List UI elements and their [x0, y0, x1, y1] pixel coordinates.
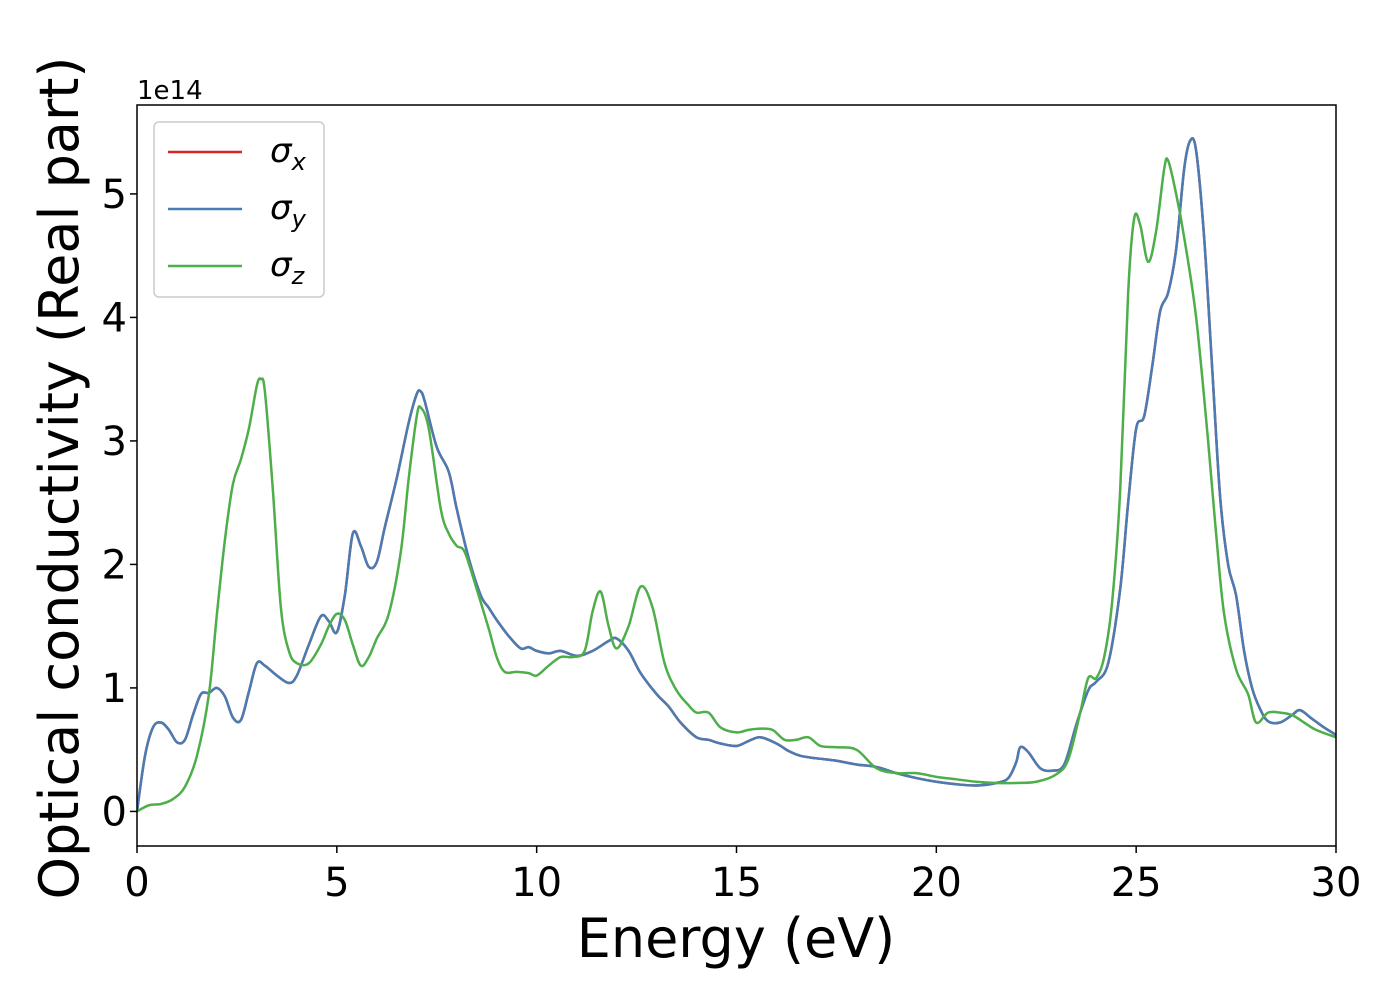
x-tick-label: 5: [324, 860, 349, 906]
series-line-sigma-z: [137, 157, 1336, 813]
x-tick-label: 0: [124, 860, 149, 906]
y-offset-label: 1e14: [137, 76, 203, 106]
x-axis-title: Energy (eV): [577, 907, 896, 970]
y-axis-title: Optical conductivity (Real part): [28, 57, 91, 900]
legend-label-sigma-x: σx: [270, 131, 307, 176]
x-tick-label: 20: [911, 860, 962, 906]
y-tick-label: 1: [102, 666, 127, 712]
legend-label-sigma-y: σy: [270, 188, 307, 233]
x-tick-label: 10: [511, 860, 562, 906]
series-lines: [137, 137, 1336, 813]
y-tick-label: 2: [102, 542, 127, 588]
x-tick-label: 25: [1111, 860, 1162, 906]
y-tick-label: 0: [102, 789, 127, 835]
y-tick-label: 3: [102, 419, 127, 465]
y-tick-label: 5: [102, 172, 127, 218]
legend: σx σy σz: [153, 121, 325, 298]
y-axis-ticks: 0 1 2 3 4 5: [102, 172, 137, 835]
x-tick-label: 30: [1311, 860, 1362, 906]
x-axis-ticks: 0 5 10 15 20 25 30: [124, 846, 1361, 906]
y-tick-label: 4: [102, 295, 127, 341]
series-line-sigma-y: [137, 137, 1336, 812]
x-tick-label: 15: [711, 860, 762, 906]
legend-label-sigma-z: σz: [270, 245, 306, 290]
